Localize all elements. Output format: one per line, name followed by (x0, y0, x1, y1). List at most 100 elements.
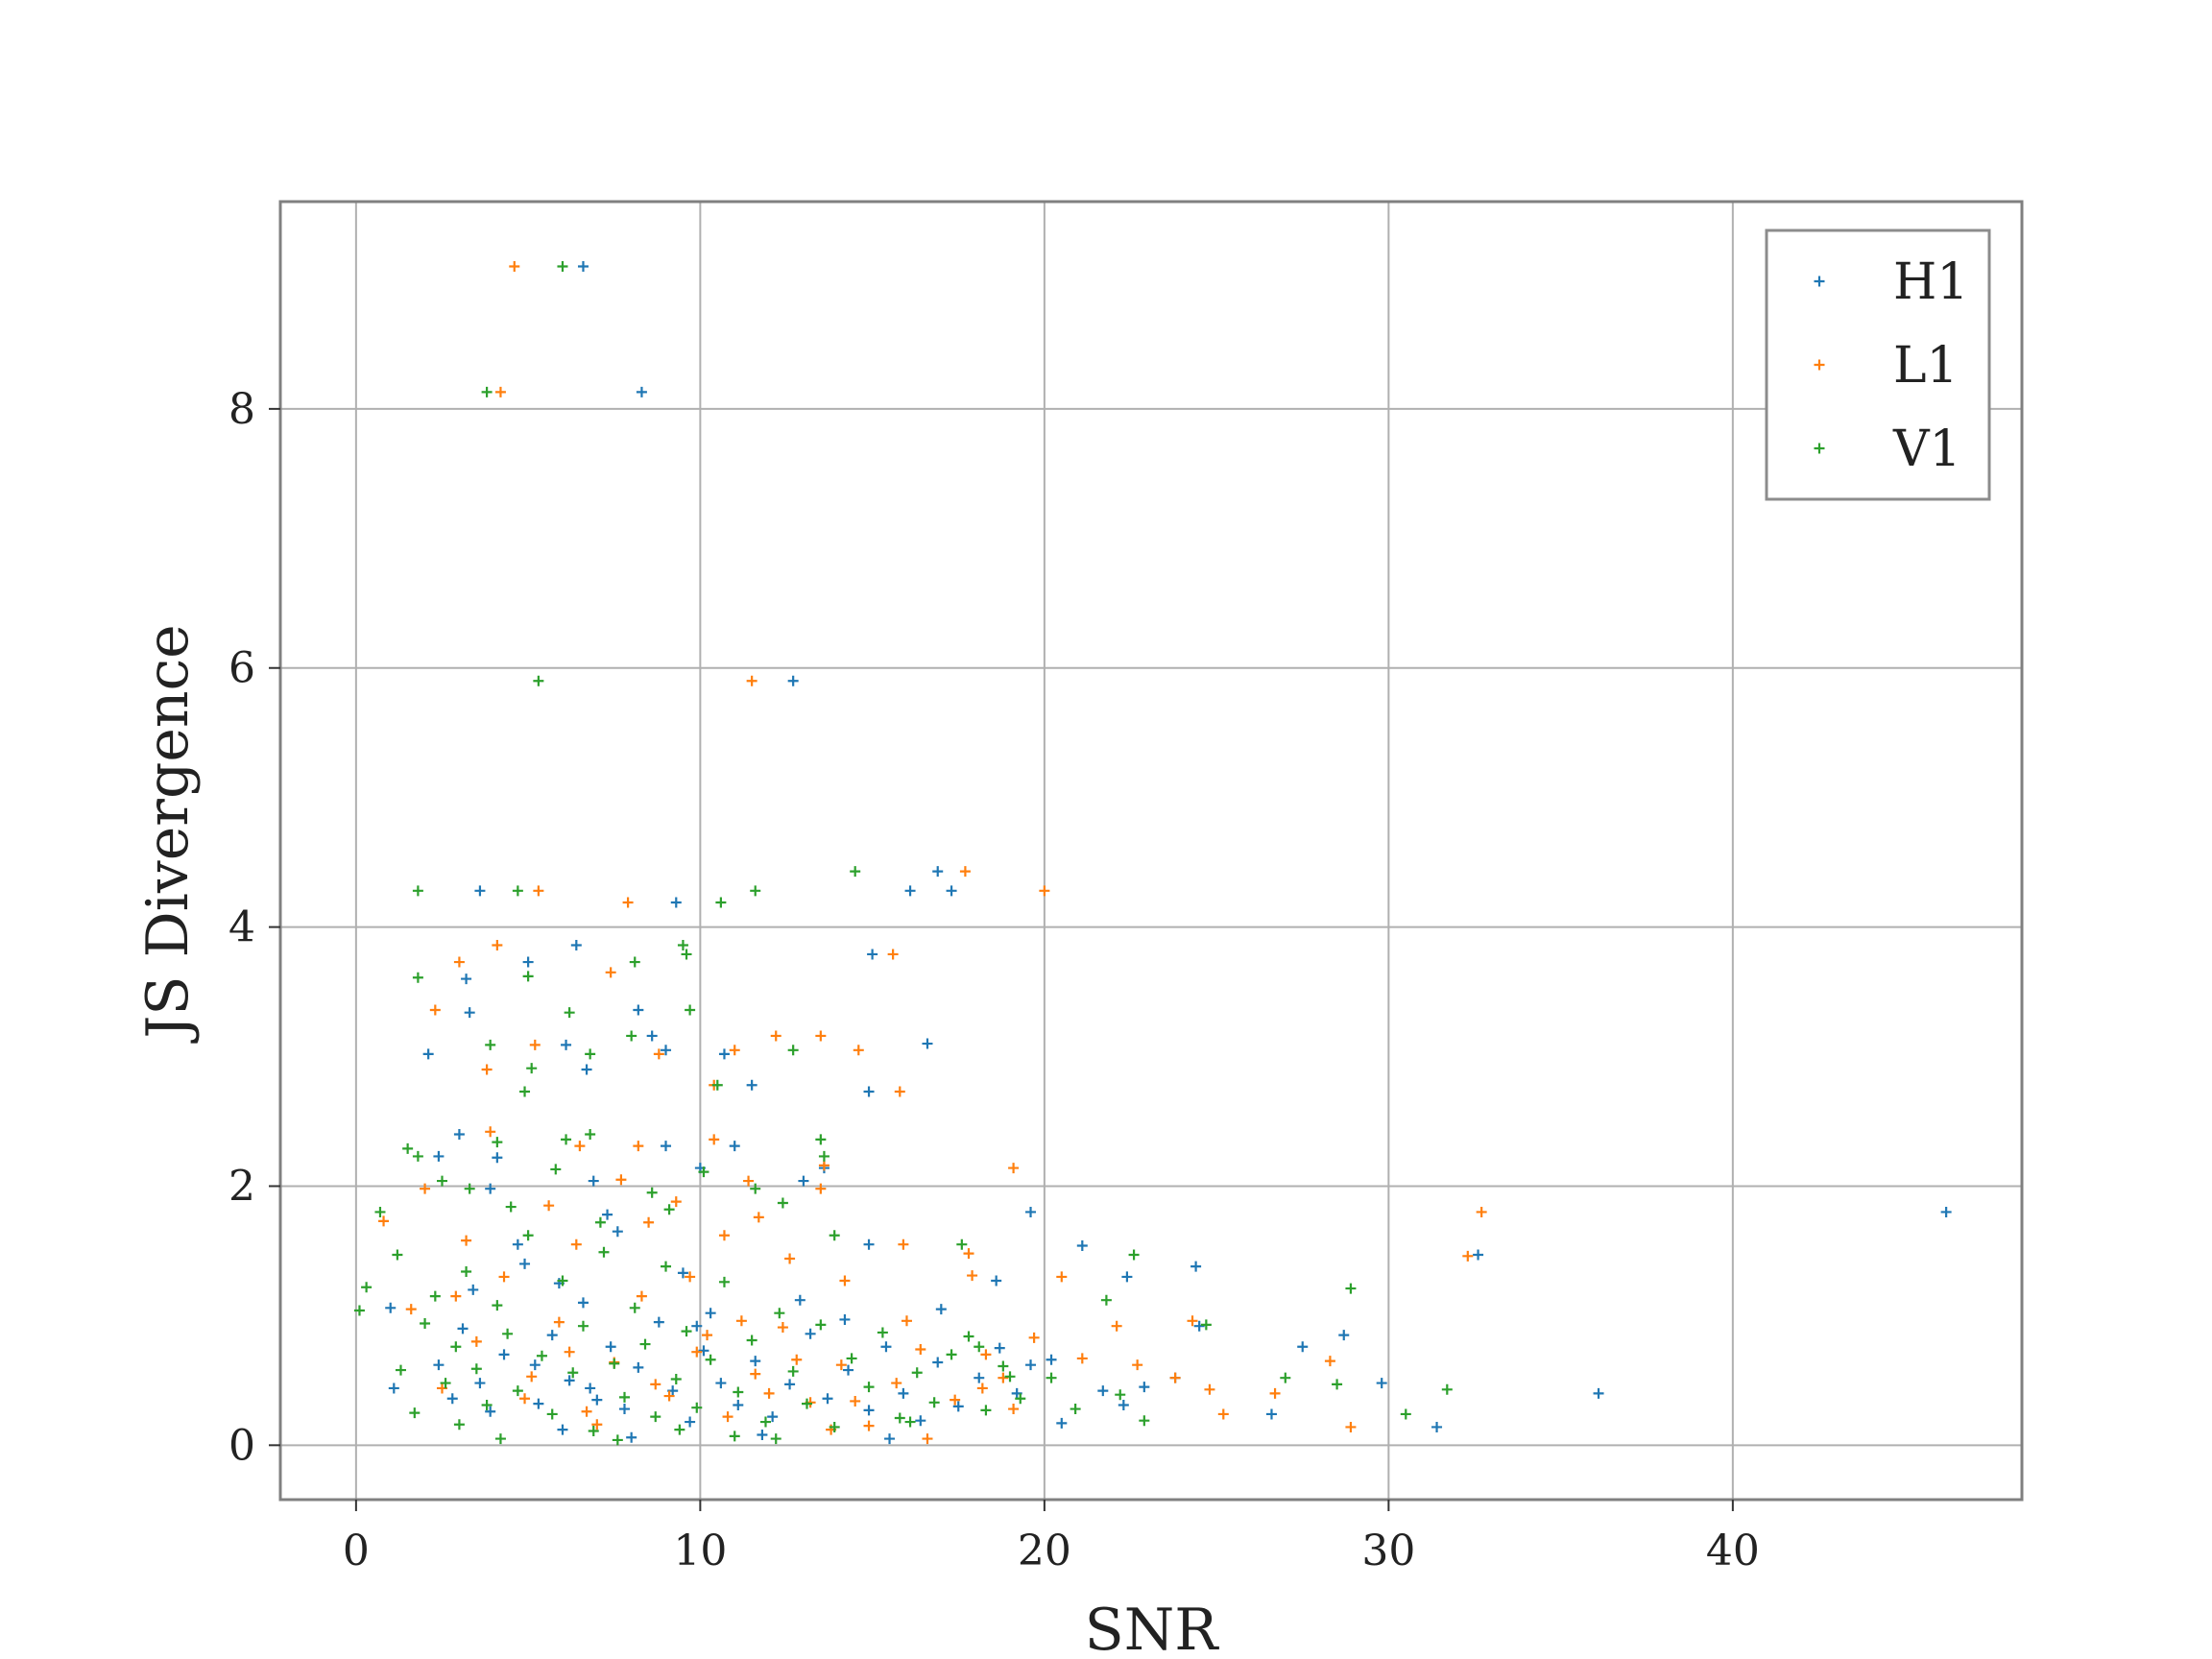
data-point (1046, 1372, 1057, 1383)
data-point (468, 1284, 479, 1295)
data-point (436, 1175, 447, 1187)
data-point (1200, 1319, 1212, 1331)
data-point (959, 866, 971, 878)
data-point (815, 1319, 827, 1331)
data-point (770, 1433, 781, 1445)
data-point (494, 1433, 506, 1445)
data-point (453, 1129, 465, 1140)
data-point (522, 971, 534, 982)
data-point (787, 1045, 799, 1056)
data-point (718, 1048, 730, 1060)
data-point (681, 1326, 692, 1337)
data-point (1376, 1378, 1387, 1389)
data-point (412, 972, 423, 983)
data-point (853, 1045, 864, 1056)
data-point (570, 1238, 582, 1250)
x-tick-label: 10 (673, 1527, 727, 1575)
data-point (585, 1048, 596, 1060)
data-point (898, 1238, 909, 1250)
data-point (952, 1401, 964, 1412)
data-point (750, 1183, 761, 1194)
data-point (605, 1341, 616, 1353)
data-point (1473, 1249, 1484, 1261)
data-point (818, 1150, 830, 1162)
data-point (409, 1407, 421, 1419)
data-point (474, 1378, 486, 1389)
data-point (877, 1327, 888, 1338)
data-point (461, 1266, 472, 1278)
y-tick-label: 2 (228, 1162, 255, 1211)
data-point (522, 956, 534, 968)
data-point (1025, 1206, 1037, 1217)
data-point (946, 1349, 957, 1360)
data-point (646, 1187, 658, 1198)
data-point (412, 885, 423, 897)
data-point (956, 1238, 968, 1250)
x-tick-label: 30 (1361, 1527, 1415, 1575)
data-point (674, 1424, 685, 1435)
data-point (453, 1419, 465, 1431)
data-point (1100, 1294, 1112, 1306)
data-point (1345, 1283, 1357, 1294)
data-point (581, 1406, 592, 1417)
data-point (519, 1258, 531, 1269)
data-point (685, 1004, 696, 1016)
data-point (1593, 1387, 1604, 1399)
data-point (485, 1039, 496, 1050)
data-point (1169, 1372, 1181, 1383)
data-point (1338, 1330, 1350, 1341)
data-point (759, 1416, 771, 1428)
data-point (1269, 1387, 1281, 1399)
data-point (353, 1305, 365, 1316)
data-point (670, 1196, 682, 1208)
legend-box (1765, 228, 1991, 501)
data-point (1008, 1404, 1020, 1415)
data-point (950, 1394, 961, 1406)
data-point (602, 1209, 613, 1220)
data-point (750, 1368, 761, 1380)
data-point (622, 897, 634, 908)
data-point (685, 1416, 696, 1428)
data-point (461, 974, 472, 985)
data-point (784, 1253, 796, 1264)
data-point (470, 1363, 482, 1375)
data-point (1028, 1332, 1040, 1343)
data-point (691, 1402, 703, 1413)
legend-label-l1: L1 (1893, 337, 1959, 395)
data-point (629, 956, 640, 968)
data-point (557, 1275, 568, 1286)
data-point (1940, 1206, 1952, 1217)
data-point (1070, 1404, 1081, 1415)
data-point (1132, 1359, 1143, 1371)
data-point (770, 1030, 781, 1042)
y-tick-label: 8 (228, 385, 255, 434)
data-point (843, 1364, 854, 1376)
data-point (378, 1215, 390, 1227)
data-point (798, 1175, 809, 1187)
data-point (536, 1350, 547, 1361)
data-point (963, 1248, 974, 1260)
data-point (1345, 1421, 1357, 1432)
data-point (663, 1204, 675, 1215)
data-point (750, 885, 761, 897)
data-point (691, 1320, 703, 1332)
y-tick-label: 6 (228, 644, 255, 693)
data-point (946, 885, 957, 897)
data-point (577, 260, 589, 272)
data-point (485, 1406, 496, 1417)
data-point (743, 1175, 755, 1187)
data-point (884, 1433, 896, 1445)
data-point (522, 1230, 534, 1241)
data-point (612, 1226, 623, 1238)
data-point (733, 1400, 744, 1410)
data-point (461, 1235, 472, 1246)
data-point (612, 1434, 623, 1446)
data-point (715, 897, 727, 908)
data-point (429, 1004, 441, 1016)
data-point (1115, 1389, 1126, 1401)
data-point (546, 1330, 558, 1341)
data-point (670, 897, 682, 908)
data-point (661, 1045, 672, 1056)
data-point (574, 1141, 586, 1152)
